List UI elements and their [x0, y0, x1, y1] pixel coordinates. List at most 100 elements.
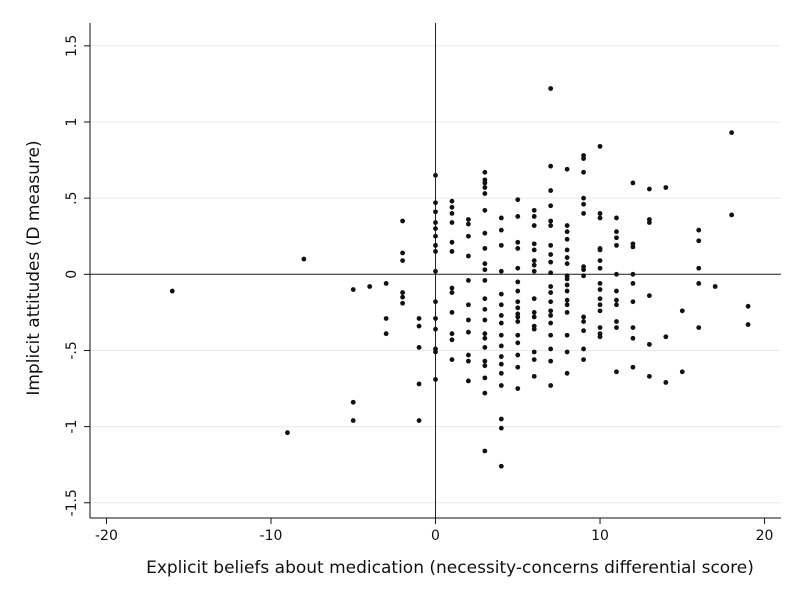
- data-point: [367, 284, 373, 289]
- y-axis-label: Implicit attitudes (D measure): [24, 140, 44, 395]
- data-point: [614, 369, 619, 375]
- data-point: [466, 358, 471, 364]
- data-point: [548, 223, 554, 228]
- data-point: [614, 215, 619, 221]
- y-tick-label: -.5: [64, 341, 80, 359]
- data-point: [482, 306, 488, 312]
- data-point: [729, 130, 735, 136]
- data-point: [564, 288, 570, 294]
- x-tick-label: 20: [756, 528, 774, 544]
- data-point: [466, 233, 471, 239]
- data-point: [581, 210, 586, 216]
- y-tick-label: 1.5: [64, 35, 80, 57]
- data-point: [646, 220, 652, 225]
- data-point: [581, 156, 586, 161]
- data-point: [449, 249, 455, 254]
- data-point: [630, 271, 636, 277]
- data-point: [449, 204, 455, 210]
- data-point: [433, 349, 438, 355]
- data-point: [646, 186, 652, 192]
- data-point: [531, 207, 537, 213]
- data-point: [449, 210, 455, 216]
- data-point: [564, 255, 570, 260]
- data-point: [498, 343, 504, 349]
- data-point: [581, 267, 586, 273]
- data-point: [548, 290, 554, 295]
- data-point: [515, 214, 521, 219]
- data-point: [630, 325, 636, 331]
- data-point: [564, 302, 570, 308]
- data-point: [581, 314, 586, 320]
- data-point: [482, 191, 488, 196]
- data-point: [531, 314, 537, 320]
- data-point: [630, 180, 636, 186]
- data-point: [630, 281, 636, 286]
- data-point: [482, 358, 488, 364]
- data-point: [498, 332, 504, 338]
- y-tick-label: -1: [64, 420, 80, 434]
- data-point: [630, 244, 636, 250]
- data-point: [400, 294, 405, 300]
- data-point: [646, 293, 652, 299]
- data-point: [597, 334, 603, 340]
- data-point: [663, 334, 669, 340]
- data-point: [531, 309, 537, 315]
- data-point: [515, 265, 521, 271]
- data-point: [531, 349, 537, 355]
- data-point: [531, 268, 537, 274]
- data-point: [416, 381, 422, 387]
- data-point: [548, 163, 554, 169]
- y-tick-label: 0: [64, 270, 80, 279]
- data-point: [515, 386, 521, 391]
- data-point: [498, 416, 504, 422]
- data-point: [696, 227, 702, 233]
- data-point: [482, 180, 488, 186]
- data-point: [498, 463, 504, 469]
- data-point: [712, 284, 718, 289]
- data-point: [449, 220, 455, 225]
- data-point: [482, 230, 488, 236]
- data-point: [449, 357, 455, 362]
- data-point: [466, 302, 471, 308]
- data-point: [515, 299, 521, 305]
- data-point: [482, 345, 488, 350]
- data-point: [400, 300, 405, 306]
- data-point: [614, 325, 619, 331]
- data-point: [581, 273, 586, 279]
- y-tick-label: -1.5: [64, 489, 80, 516]
- data-point: [548, 358, 554, 364]
- data-point: [548, 308, 554, 314]
- y-tick-label: .5: [64, 191, 80, 204]
- data-point: [433, 299, 438, 305]
- data-point: [449, 331, 455, 337]
- data-point: [581, 195, 586, 201]
- data-point: [433, 316, 438, 321]
- data-point: [581, 346, 586, 352]
- data-point: [548, 242, 554, 248]
- data-point: [564, 309, 570, 315]
- data-point: [416, 323, 422, 329]
- data-point: [564, 282, 570, 288]
- data-point: [679, 308, 685, 314]
- data-point: [515, 364, 521, 370]
- data-point: [301, 256, 307, 262]
- data-point: [515, 246, 521, 251]
- x-tick-label: 10: [591, 528, 609, 544]
- data-point: [433, 233, 438, 239]
- data-point: [614, 297, 619, 303]
- data-point: [466, 317, 471, 323]
- data-point: [400, 290, 405, 295]
- data-point: [515, 288, 521, 294]
- data-point: [548, 299, 554, 305]
- data-point: [433, 268, 438, 274]
- data-point: [531, 241, 537, 247]
- x-tick-label: 0: [431, 528, 440, 544]
- data-point: [564, 229, 570, 235]
- data-point: [466, 217, 471, 222]
- data-point: [581, 328, 586, 334]
- data-point: [482, 261, 488, 267]
- data-point: [597, 210, 603, 216]
- data-point: [531, 247, 537, 253]
- data-point: [498, 215, 504, 221]
